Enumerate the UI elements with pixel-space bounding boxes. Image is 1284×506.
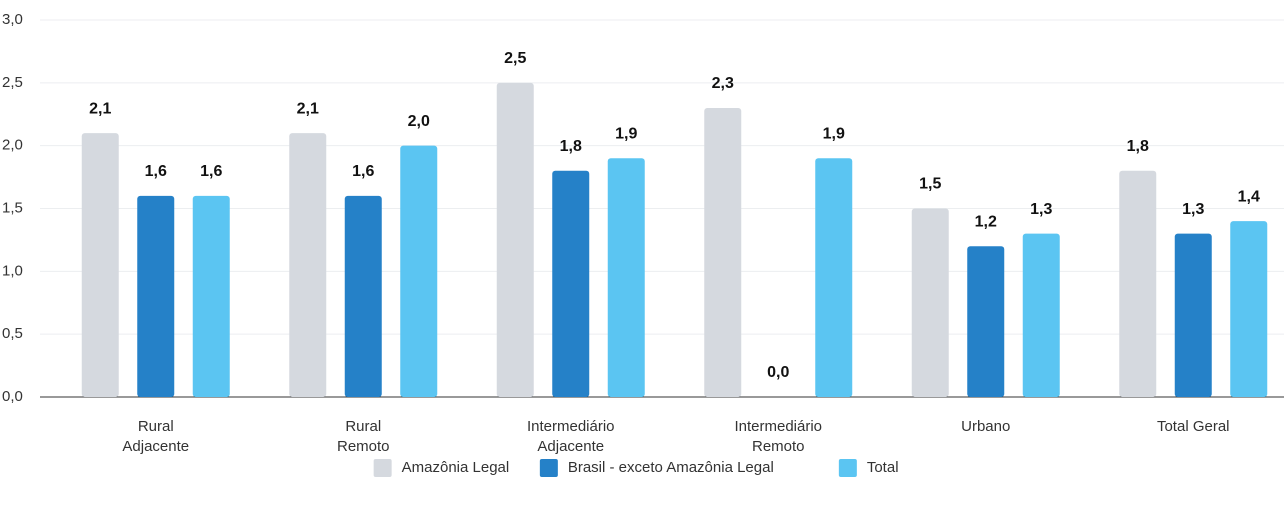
bar xyxy=(496,82,534,397)
value-label: 0,0 xyxy=(767,364,789,381)
legend-label: Brasil - exceto Amazônia Legal xyxy=(568,459,774,476)
bar xyxy=(192,195,230,397)
bar xyxy=(1174,233,1212,397)
value-label: 2,3 xyxy=(712,75,734,92)
y-tick-label: 2,0 xyxy=(2,137,23,154)
bar xyxy=(81,133,119,397)
legend-swatch xyxy=(539,459,558,477)
value-label: 2,0 xyxy=(408,113,430,130)
bar xyxy=(607,158,645,397)
value-label: 1,5 xyxy=(919,176,941,193)
bar xyxy=(911,208,949,397)
x-tick-label: Rural Remoto xyxy=(337,418,390,455)
value-label: 1,6 xyxy=(145,163,167,180)
x-tick-label: Total Geral xyxy=(1157,418,1230,435)
legend-swatch xyxy=(373,459,392,477)
bar xyxy=(815,158,853,397)
value-label: 1,8 xyxy=(1127,138,1149,155)
bar xyxy=(1119,170,1157,397)
value-label: 1,4 xyxy=(1238,188,1260,205)
x-tick-label: Urbano xyxy=(961,418,1010,435)
legend-label: Amazônia Legal xyxy=(402,459,510,476)
y-tick-label: 0,5 xyxy=(2,325,23,342)
y-tick-label: 0,0 xyxy=(2,388,23,405)
value-label: 1,3 xyxy=(1030,201,1052,218)
value-label: 1,3 xyxy=(1182,201,1204,218)
x-tick-label: Intermediário Adjacente xyxy=(527,418,615,455)
x-tick-label: Intermediário Remoto xyxy=(734,418,822,455)
bar xyxy=(400,145,438,397)
legend-swatch xyxy=(838,459,857,477)
value-label: 1,9 xyxy=(823,125,845,142)
value-label: 1,6 xyxy=(200,163,222,180)
y-tick-label: 1,0 xyxy=(2,262,23,279)
bar xyxy=(967,246,1005,397)
bar xyxy=(344,195,382,397)
x-tick-label: Rural Adjacente xyxy=(122,418,189,455)
value-label: 1,8 xyxy=(560,138,582,155)
value-label: 1,2 xyxy=(975,213,997,230)
value-label: 1,9 xyxy=(615,125,637,142)
bar xyxy=(1230,221,1268,397)
y-tick-label: 3,0 xyxy=(2,11,23,28)
bar xyxy=(552,170,590,397)
y-tick-label: 1,5 xyxy=(2,199,23,216)
bar xyxy=(137,195,175,397)
legend-label: Total xyxy=(867,459,899,476)
value-label: 1,6 xyxy=(352,163,374,180)
y-tick-label: 2,5 xyxy=(2,74,23,91)
value-label: 2,1 xyxy=(297,100,319,117)
bar xyxy=(289,133,327,397)
bar xyxy=(704,107,742,397)
bar xyxy=(1022,233,1060,397)
value-label: 2,5 xyxy=(504,50,526,67)
value-label: 2,1 xyxy=(89,100,111,117)
